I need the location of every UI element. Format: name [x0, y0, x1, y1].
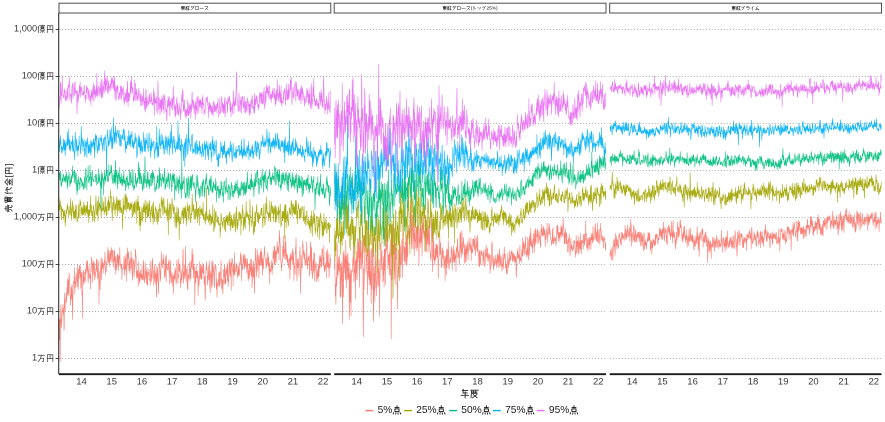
svg-text:18: 18 — [197, 376, 208, 387]
svg-text:22: 22 — [318, 376, 329, 387]
svg-text:1: 1 — [32, 353, 37, 363]
svg-text:19: 19 — [227, 376, 238, 387]
svg-text:5: 5 — [555, 405, 561, 416]
svg-text:1: 1 — [27, 118, 32, 128]
svg-text:18: 18 — [472, 376, 483, 387]
svg-text:20: 20 — [257, 376, 268, 387]
svg-text:5: 5 — [422, 405, 428, 416]
svg-text:17: 17 — [167, 376, 178, 387]
svg-text:0: 0 — [22, 212, 27, 222]
svg-text:[: [ — [3, 174, 13, 177]
svg-text:0: 0 — [32, 24, 37, 34]
svg-text:%: % — [516, 405, 525, 416]
svg-text:%: % — [473, 405, 482, 416]
svg-text:5: 5 — [378, 405, 384, 416]
svg-text:%: % — [383, 405, 392, 416]
svg-text:15: 15 — [106, 376, 117, 387]
svg-text:1: 1 — [32, 165, 37, 175]
svg-text:2: 2 — [486, 6, 489, 12]
svg-text:19: 19 — [502, 376, 513, 387]
svg-text:,: , — [19, 24, 22, 34]
svg-text:0: 0 — [32, 71, 37, 81]
svg-text:20: 20 — [533, 376, 544, 387]
svg-text:5: 5 — [461, 405, 467, 416]
svg-text:,: , — [19, 212, 22, 222]
svg-text:14: 14 — [627, 376, 638, 387]
svg-text:0: 0 — [27, 212, 32, 222]
svg-text:0: 0 — [32, 259, 37, 269]
svg-text:(: ( — [471, 6, 473, 12]
svg-text:1: 1 — [22, 259, 27, 269]
svg-text:21: 21 — [563, 376, 574, 387]
svg-text:2: 2 — [416, 405, 422, 416]
svg-text:5: 5 — [511, 405, 517, 416]
svg-text:%: % — [492, 6, 497, 12]
svg-text:0: 0 — [467, 405, 473, 416]
svg-text:21: 21 — [838, 376, 849, 387]
svg-text:0: 0 — [22, 24, 27, 34]
svg-text:5: 5 — [489, 6, 492, 12]
svg-text:1: 1 — [27, 306, 32, 316]
svg-text:0: 0 — [32, 306, 37, 316]
svg-text:]: ] — [3, 164, 13, 166]
svg-text:18: 18 — [748, 376, 759, 387]
svg-text:22: 22 — [593, 376, 604, 387]
svg-text:9: 9 — [549, 405, 555, 416]
svg-text:0: 0 — [32, 212, 37, 222]
svg-text:7: 7 — [505, 405, 511, 416]
svg-text:0: 0 — [27, 24, 32, 34]
svg-text:17: 17 — [718, 376, 729, 387]
svg-text:15: 15 — [382, 376, 393, 387]
svg-text:): ) — [496, 6, 498, 12]
svg-text:15: 15 — [657, 376, 668, 387]
svg-text:%: % — [560, 405, 569, 416]
svg-text:16: 16 — [412, 376, 423, 387]
svg-text:17: 17 — [442, 376, 453, 387]
svg-text:0: 0 — [32, 118, 37, 128]
svg-text:19: 19 — [778, 376, 789, 387]
svg-text:0: 0 — [27, 71, 32, 81]
svg-text:0: 0 — [27, 259, 32, 269]
svg-text:21: 21 — [288, 376, 299, 387]
svg-text:16: 16 — [687, 376, 698, 387]
svg-text:16: 16 — [137, 376, 148, 387]
svg-text:20: 20 — [808, 376, 819, 387]
svg-text:1: 1 — [22, 71, 27, 81]
svg-text:14: 14 — [76, 376, 87, 387]
svg-text:14: 14 — [351, 376, 362, 387]
svg-text:22: 22 — [869, 376, 880, 387]
svg-text:1: 1 — [14, 212, 19, 222]
svg-text:%: % — [428, 405, 437, 416]
svg-text:1: 1 — [14, 24, 19, 34]
